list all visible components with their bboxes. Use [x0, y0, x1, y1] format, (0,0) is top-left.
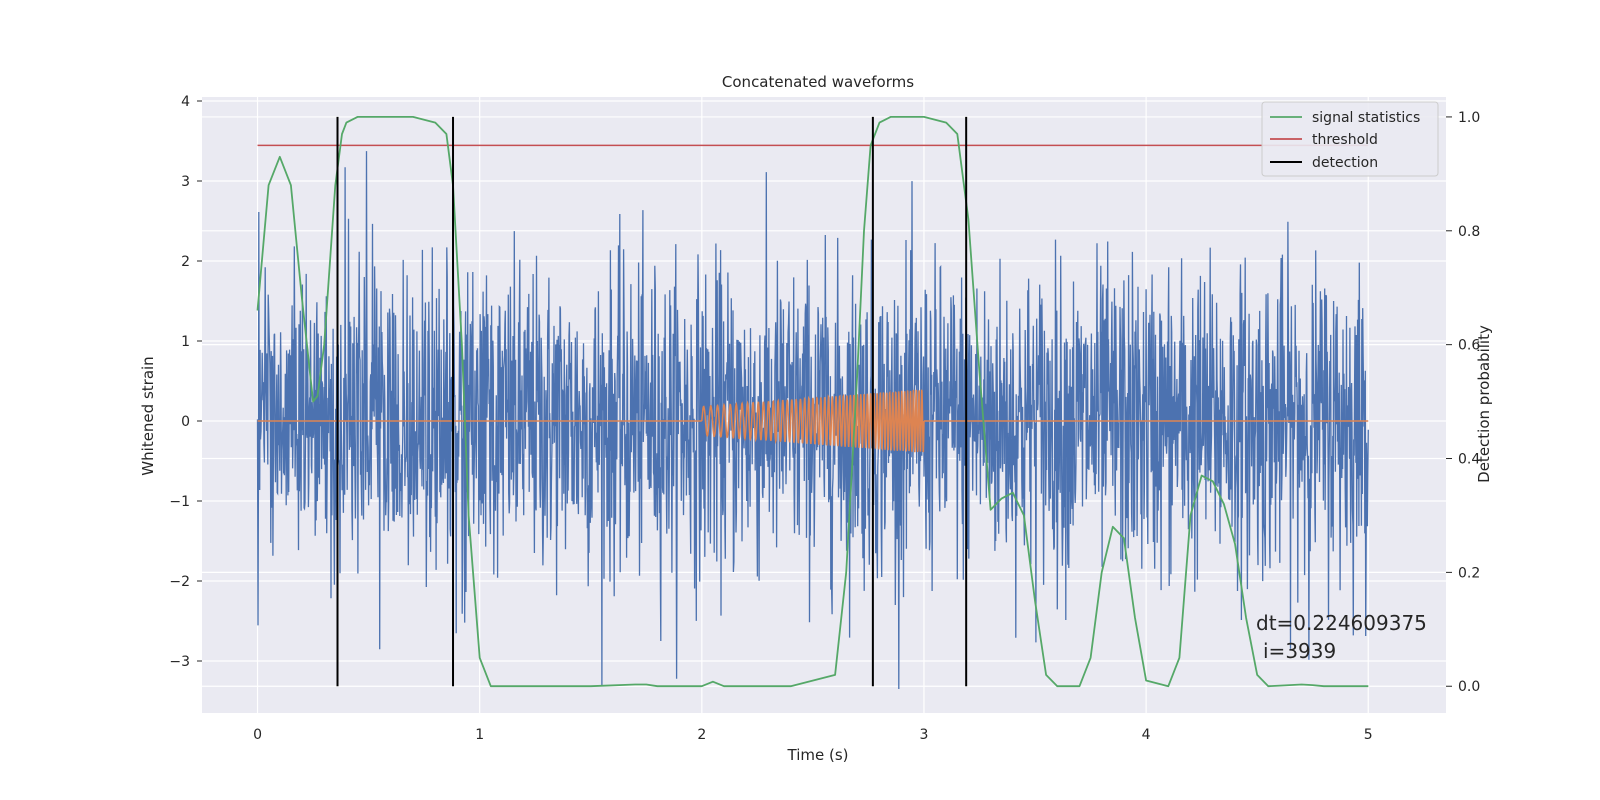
y-tick-label: −2	[169, 574, 190, 590]
x-tick-label: 1	[475, 727, 484, 743]
y2-tick-label: 0.2	[1458, 565, 1480, 581]
x-axis-label: Time (s)	[787, 746, 849, 764]
annotation-i: i=3939	[1263, 639, 1336, 663]
x-tick-label: 3	[920, 727, 929, 743]
y2-tick-label: 0.0	[1458, 679, 1480, 695]
annotation-dt: dt=0.224609375	[1256, 611, 1427, 635]
y2-axis-label: Detection probability	[1475, 325, 1493, 483]
chart-title: Concatenated waveforms	[722, 73, 914, 91]
y-tick-label: 2	[181, 254, 190, 270]
y-axis-label: Whitened strain	[139, 356, 157, 475]
y-tick-label: −3	[169, 654, 190, 670]
legend: signal statistics threshold detection	[1261, 101, 1439, 177]
x-tick-label: 5	[1364, 727, 1373, 743]
x-tick-label: 0	[253, 727, 262, 743]
signal-statistics-line	[256, 116, 1369, 688]
y-tick-label: 0	[181, 414, 190, 430]
y2-tick-label: 1.0	[1458, 110, 1480, 126]
strain-line	[256, 151, 1369, 690]
y2-tick-label: 0.4	[1458, 452, 1480, 468]
x-tick-label: 4	[1142, 727, 1151, 743]
y2-tick-label: 0.8	[1458, 224, 1480, 240]
y-tick-label: 4	[181, 94, 190, 110]
injection-line	[257, 389, 1369, 453]
legend-label-detection: detection	[1312, 155, 1378, 171]
y-tick-label: 3	[181, 174, 190, 190]
y-tick-label: 1	[181, 334, 190, 350]
x-tick-label: 2	[697, 727, 706, 743]
legend-label-threshold: threshold	[1312, 132, 1378, 148]
y2-tick-label: 0.6	[1458, 338, 1480, 354]
legend-label-signal-statistics: signal statistics	[1312, 110, 1420, 126]
y-tick-label: −1	[169, 494, 190, 510]
legend-box	[1261, 101, 1439, 177]
